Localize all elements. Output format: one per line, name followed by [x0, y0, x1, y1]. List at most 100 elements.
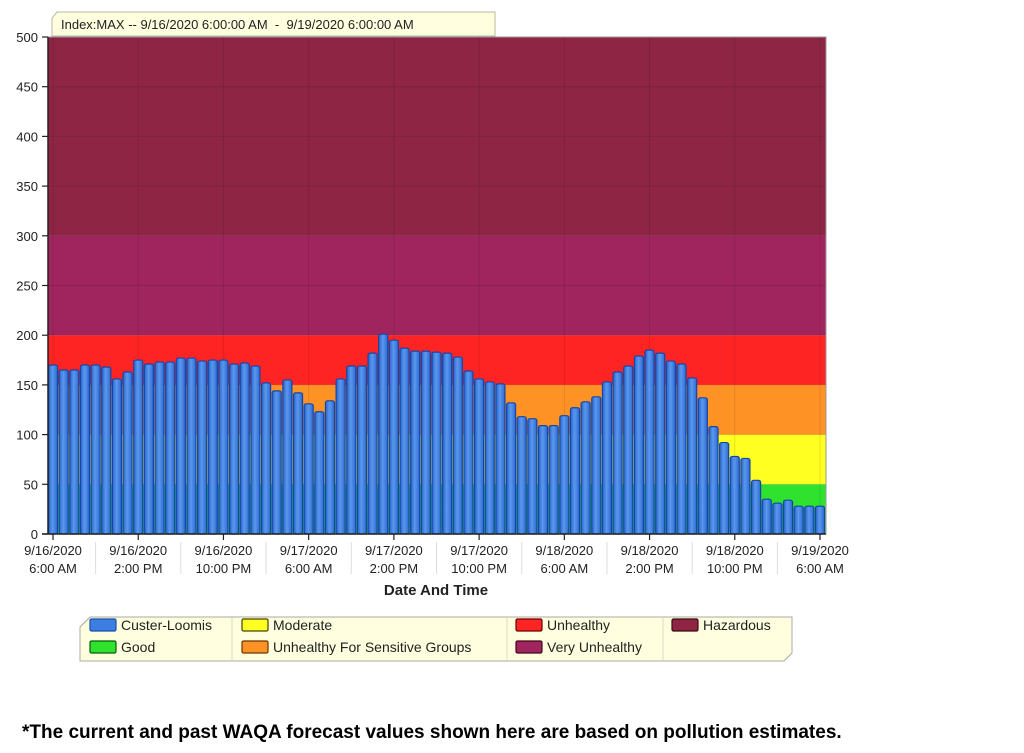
bar [697, 397, 708, 535]
legend-swatch [241, 618, 269, 632]
bar [665, 360, 676, 535]
x-tick-label-time: 6:00 AM [285, 561, 333, 576]
bar [452, 356, 463, 535]
bar [708, 426, 719, 535]
bar [133, 359, 144, 535]
bar [591, 396, 602, 535]
bar [314, 411, 325, 535]
legend-item-good: Good [89, 639, 155, 655]
legend-label: Very Unhealthy [547, 639, 642, 655]
y-tick-label: 450 [16, 80, 38, 95]
band-very-unhealthy [48, 235, 826, 336]
x-tick-label-time: 10:00 PM [451, 561, 507, 576]
x-tick-label-time: 6:00 AM [796, 561, 844, 576]
bar [740, 457, 751, 535]
y-tick-label: 250 [16, 279, 38, 294]
bar [473, 378, 485, 535]
bar [431, 351, 442, 535]
bar [47, 364, 59, 535]
bar [399, 347, 410, 535]
bar [655, 352, 666, 535]
bar [324, 400, 336, 535]
bar [143, 363, 155, 535]
bar [569, 407, 581, 535]
bar [580, 401, 591, 535]
legend-item-moderate: Moderate [241, 617, 332, 633]
x-tick-label-time: 2:00 PM [625, 561, 673, 576]
x-tick-label-date: 9/17/2020 [450, 543, 508, 558]
bar [687, 377, 698, 535]
y-tick-label: 200 [16, 328, 38, 343]
y-tick-label: 100 [16, 428, 38, 443]
legend-label: Unhealthy For Sensitive Groups [273, 639, 471, 655]
bar [463, 370, 474, 535]
bar [186, 357, 197, 535]
x-tick-label-time: 2:00 PM [370, 561, 418, 576]
aqi-chart: 0 50 100 150 200 250 300 350 400 450 500 9/16/2020… [16, 11, 849, 662]
bar [623, 365, 634, 535]
x-tick-label-date: 9/18/2020 [621, 543, 679, 558]
bar [772, 502, 783, 535]
bar [718, 441, 730, 535]
bar [601, 381, 613, 535]
y-tick-label: 300 [16, 229, 38, 244]
legend-item-custer-loomis: Custer-Loomis [89, 617, 212, 633]
x-tick-label-date: 9/18/2020 [535, 543, 593, 558]
bar [122, 371, 133, 535]
bar [729, 455, 740, 535]
legend-item-unhealthy: Unhealthy [515, 617, 610, 633]
x-tick-label-date: 9/16/2020 [109, 543, 167, 558]
x-tick-label-date: 9/16/2020 [24, 543, 82, 558]
legend-swatch [515, 640, 543, 654]
legend-item-very-unhealthy: Very Unhealthy [515, 639, 642, 655]
legend-label: Moderate [273, 617, 332, 633]
bar [782, 499, 794, 535]
bar [101, 366, 112, 535]
bar [271, 390, 282, 535]
bar [250, 365, 261, 535]
bar [644, 349, 655, 535]
bar [612, 371, 623, 535]
bar-series-custer-loomis [47, 333, 826, 535]
bar [633, 355, 645, 535]
legend-label: Unhealthy [547, 617, 610, 633]
bar [410, 350, 421, 535]
bar [218, 359, 229, 535]
bar [175, 357, 186, 535]
bar [527, 418, 538, 535]
legend-swatch [241, 640, 269, 654]
x-axis-ticks: 9/16/2020 6:00 AM 9/16/2020 2:00 PM 9/16/202… [24, 534, 849, 576]
legend-label: Custer-Loomis [121, 617, 212, 633]
bar [814, 505, 826, 535]
legend-swatch [89, 640, 117, 654]
bar [346, 365, 357, 535]
legend-item-hazardous: Hazardous [671, 617, 771, 633]
bar [154, 361, 165, 535]
x-tick-label-date: 9/19/2020 [791, 543, 849, 558]
chart-title-box: Index:MAX -- 9/16/2020 6:00:00 AM - 9/19… [51, 11, 496, 37]
bar [335, 378, 346, 535]
bar [537, 425, 549, 535]
bar [548, 425, 559, 535]
bar [79, 364, 91, 535]
y-tick-label: 150 [16, 378, 38, 393]
band-hazardous [48, 37, 826, 236]
bar [207, 359, 218, 535]
bar [282, 379, 293, 535]
bar [292, 392, 304, 535]
legend: Custer-Loomis Good Moderate Unhealthy For S… [79, 616, 793, 662]
bar [303, 403, 314, 535]
legend-item-unhealthy-for-sensitive-groups: Unhealthy For Sensitive Groups [241, 639, 471, 655]
y-tick-label: 500 [16, 30, 38, 45]
y-tick-label: 50 [24, 477, 38, 492]
x-tick-label-time: 6:00 AM [29, 561, 77, 576]
bar [420, 350, 431, 535]
bar [356, 365, 368, 535]
x-tick-label-date: 9/17/2020 [280, 543, 338, 558]
x-axis-title: Date And Time [384, 582, 488, 599]
bar [228, 363, 240, 535]
x-tick-label-time: 10:00 PM [707, 561, 763, 576]
x-tick-label-time: 6:00 AM [540, 561, 588, 576]
bar [793, 505, 804, 535]
bar [495, 383, 506, 535]
